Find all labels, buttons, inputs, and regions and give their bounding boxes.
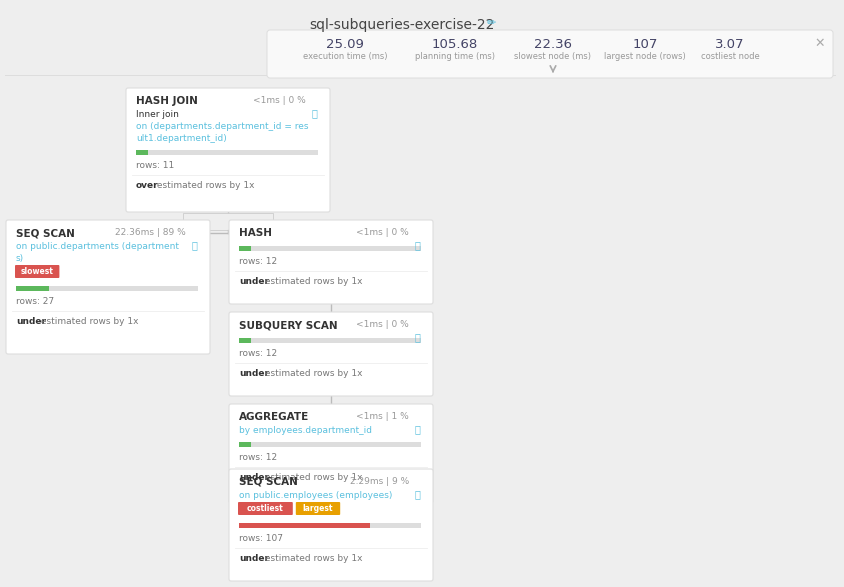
Bar: [239, 246, 421, 251]
Text: 🗄: 🗄: [311, 108, 317, 118]
Text: largest node (rows): largest node (rows): [604, 52, 686, 61]
Text: on public.departments (department: on public.departments (department: [16, 242, 179, 251]
Text: SEQ SCAN: SEQ SCAN: [239, 477, 298, 487]
Text: costliest node: costliest node: [701, 52, 760, 61]
Text: s): s): [16, 254, 24, 263]
Text: 22.36: 22.36: [534, 38, 572, 51]
Text: AGGREGATE: AGGREGATE: [239, 412, 309, 422]
Text: 2.29ms | 9 %: 2.29ms | 9 %: [349, 477, 409, 486]
Text: estimated rows by 1x: estimated rows by 1x: [262, 277, 362, 286]
FancyBboxPatch shape: [15, 265, 59, 278]
Text: under: under: [239, 277, 269, 286]
FancyBboxPatch shape: [229, 404, 433, 503]
Text: ult1.department_id): ult1.department_id): [136, 134, 227, 143]
Text: HASH: HASH: [239, 228, 272, 238]
Text: 3.07: 3.07: [715, 38, 744, 51]
Text: 🗄: 🗄: [414, 424, 420, 434]
Text: by employees.department_id: by employees.department_id: [239, 426, 372, 435]
Text: SUBQUERY SCAN: SUBQUERY SCAN: [239, 320, 338, 330]
Text: <1ms | 0 %: <1ms | 0 %: [253, 96, 306, 105]
Bar: [239, 523, 370, 528]
Text: rows: 11: rows: 11: [136, 161, 174, 170]
Bar: [183, 213, 273, 230]
Bar: [136, 150, 318, 155]
Text: estimated rows by 1x: estimated rows by 1x: [262, 369, 362, 378]
Text: over: over: [136, 181, 159, 190]
Bar: [239, 523, 421, 528]
Text: estimated rows by 1x: estimated rows by 1x: [39, 317, 139, 326]
Text: rows: 12: rows: 12: [239, 349, 277, 358]
Text: estimated rows by 1x: estimated rows by 1x: [154, 181, 255, 190]
Text: <1ms | 0 %: <1ms | 0 %: [356, 320, 409, 329]
Text: 22.36ms | 89 %: 22.36ms | 89 %: [116, 228, 186, 237]
Bar: [16, 286, 49, 291]
Text: 🗄: 🗄: [191, 240, 197, 250]
Bar: [239, 338, 421, 343]
Text: rows: 27: rows: 27: [16, 297, 54, 306]
Text: HASH JOIN: HASH JOIN: [136, 96, 197, 106]
Text: largest: largest: [303, 504, 333, 513]
Bar: [239, 442, 421, 447]
Text: <1ms | 1 %: <1ms | 1 %: [356, 412, 409, 421]
Text: under: under: [16, 317, 46, 326]
Text: rows: 12: rows: 12: [239, 257, 277, 266]
Bar: [239, 246, 251, 251]
Text: Inner join: Inner join: [136, 110, 179, 119]
Text: SEQ SCAN: SEQ SCAN: [16, 228, 75, 238]
Text: execution time (ms): execution time (ms): [303, 52, 387, 61]
Text: 25.09: 25.09: [326, 38, 364, 51]
Bar: [239, 338, 251, 343]
FancyBboxPatch shape: [295, 502, 340, 515]
Text: under: under: [239, 554, 269, 563]
Text: costliest: costliest: [247, 504, 284, 513]
Text: on public.employees (employees): on public.employees (employees): [239, 491, 392, 500]
FancyBboxPatch shape: [126, 88, 330, 212]
Text: ✏: ✏: [487, 18, 496, 28]
Text: under: under: [239, 473, 269, 482]
Text: estimated rows by 1x: estimated rows by 1x: [262, 473, 362, 482]
Bar: [16, 286, 198, 291]
Text: under: under: [239, 369, 269, 378]
FancyBboxPatch shape: [6, 220, 210, 354]
FancyBboxPatch shape: [229, 312, 433, 396]
Bar: [239, 442, 251, 447]
Text: estimated rows by 1x: estimated rows by 1x: [262, 554, 362, 563]
Text: <1ms | 0 %: <1ms | 0 %: [356, 228, 409, 237]
Text: rows: 107: rows: 107: [239, 534, 283, 543]
FancyBboxPatch shape: [267, 30, 833, 78]
Text: slowest node (ms): slowest node (ms): [515, 52, 592, 61]
FancyBboxPatch shape: [229, 220, 433, 304]
Text: ✕: ✕: [814, 36, 825, 49]
Text: slowest: slowest: [21, 267, 54, 276]
Text: planning time (ms): planning time (ms): [415, 52, 495, 61]
FancyBboxPatch shape: [238, 502, 293, 515]
Text: 107: 107: [632, 38, 657, 51]
Text: 🗄: 🗄: [414, 240, 420, 250]
Text: 105.68: 105.68: [432, 38, 478, 51]
Text: on (departments.department_id = res: on (departments.department_id = res: [136, 122, 309, 131]
Bar: [136, 150, 148, 155]
FancyBboxPatch shape: [229, 469, 433, 581]
Text: rows: 12: rows: 12: [239, 453, 277, 462]
Text: 🗄: 🗄: [414, 489, 420, 499]
Text: sql-subqueries-exercise-22: sql-subqueries-exercise-22: [309, 18, 495, 32]
Text: 🗄: 🗄: [414, 332, 420, 342]
